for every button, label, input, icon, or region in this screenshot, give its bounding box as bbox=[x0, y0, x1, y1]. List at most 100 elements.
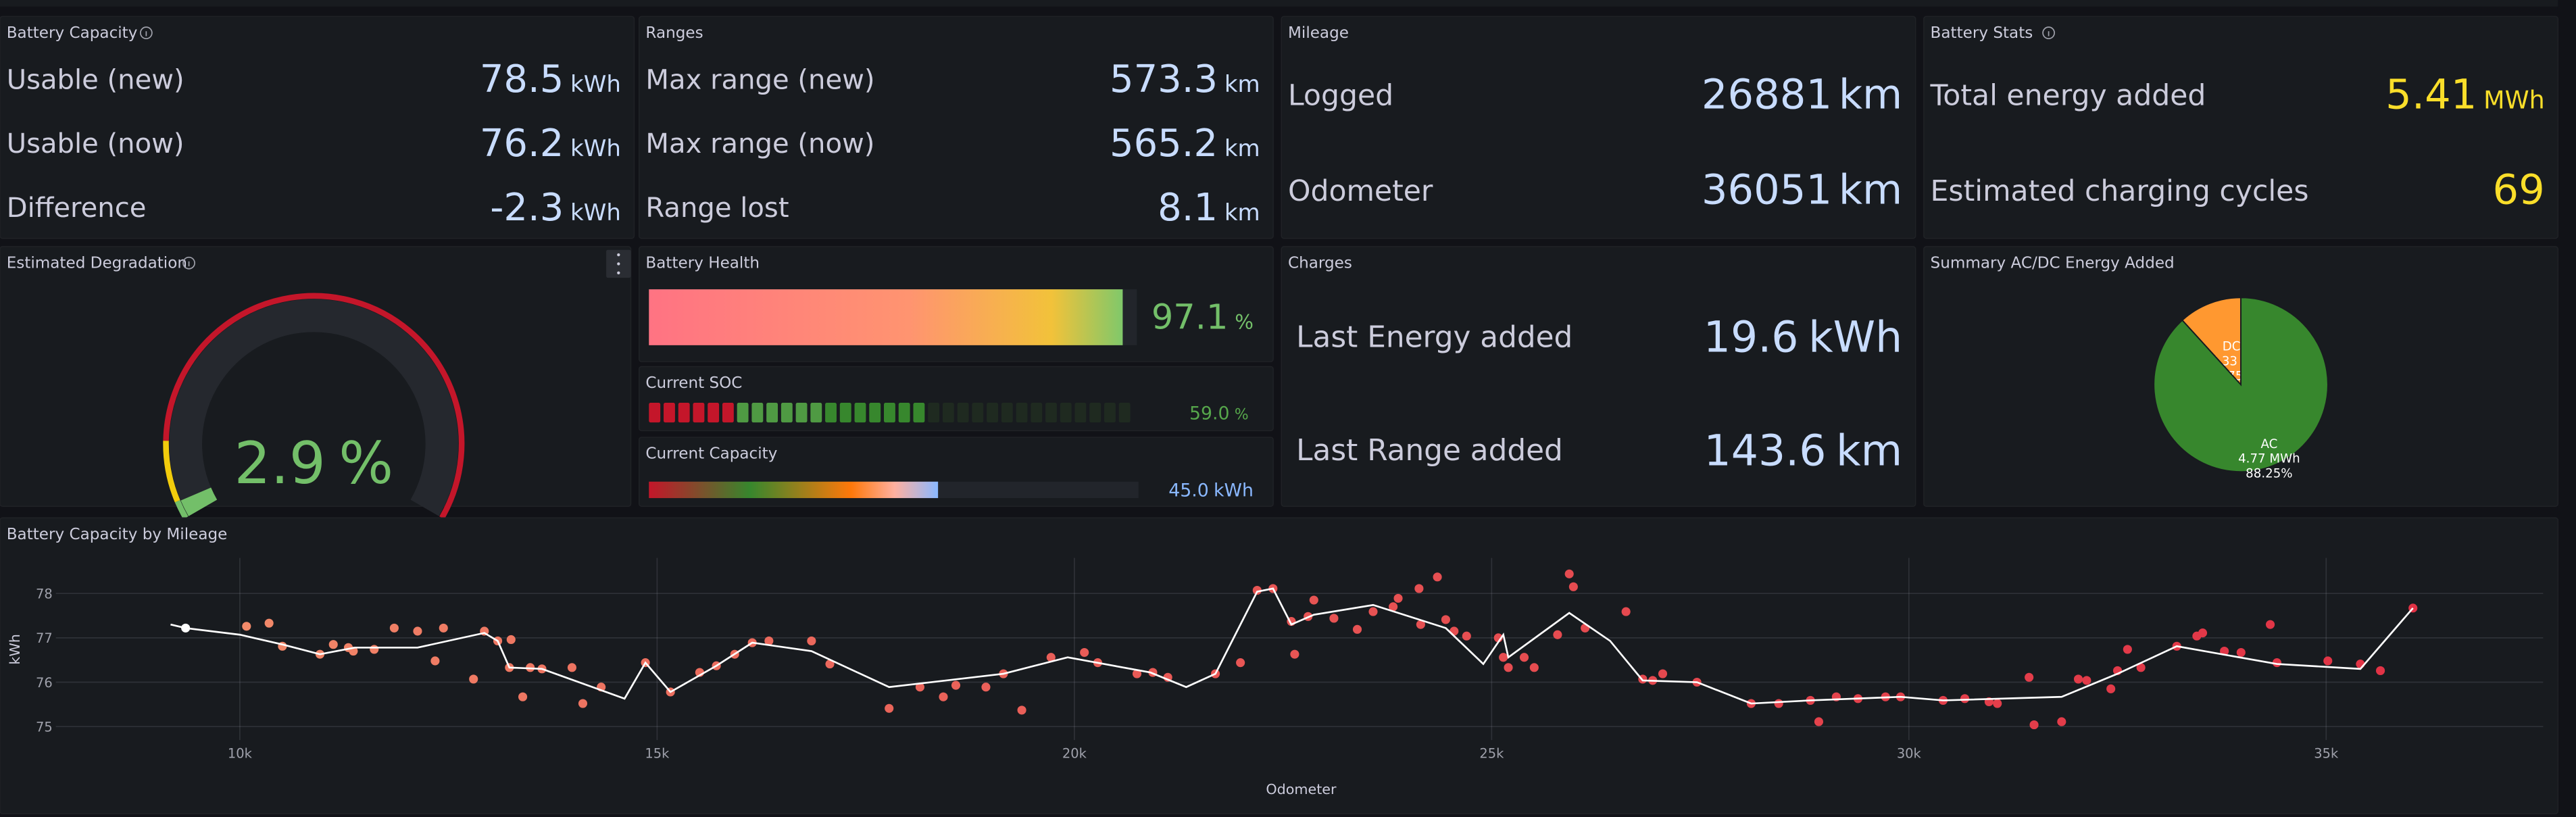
soc-segment bbox=[1016, 402, 1028, 423]
data-point bbox=[567, 663, 577, 672]
data-point bbox=[1499, 653, 1508, 662]
line-start-point bbox=[181, 623, 191, 633]
soc-segment bbox=[678, 402, 690, 423]
data-point bbox=[439, 623, 448, 633]
data-point bbox=[2106, 684, 2116, 693]
stat-number: 69 bbox=[2492, 167, 2544, 214]
data-point bbox=[1236, 658, 1245, 668]
data-point bbox=[1621, 607, 1631, 616]
soc-segment bbox=[810, 402, 822, 423]
data-point bbox=[1352, 624, 1362, 634]
x-tick-label: 25k bbox=[1479, 745, 1504, 761]
stat-value: 8.1 km bbox=[1158, 186, 1260, 230]
soc-segment bbox=[884, 402, 895, 423]
soc-segment bbox=[1001, 402, 1013, 423]
x-tick-label: 35k bbox=[2314, 745, 2339, 761]
panel bbox=[638, 16, 1274, 239]
panel bbox=[1281, 246, 1916, 507]
gauge-threshold bbox=[163, 293, 465, 520]
charge-value: 143.6 km bbox=[1704, 425, 1903, 475]
data-point bbox=[1309, 595, 1318, 605]
x-tick-label: 15k bbox=[645, 745, 670, 761]
data-point bbox=[807, 636, 816, 646]
stat-unit: MWh bbox=[2483, 86, 2545, 115]
data-point bbox=[2323, 656, 2333, 666]
soc-bar bbox=[649, 402, 1131, 423]
stat-value: 565.2 km bbox=[1110, 122, 1260, 166]
data-point bbox=[1080, 647, 1089, 658]
y-tick-label: 78 bbox=[36, 586, 53, 601]
panel bbox=[1281, 16, 1916, 239]
data-point bbox=[1252, 586, 1262, 595]
soc-segment bbox=[898, 402, 910, 423]
charge-number: 143.6 bbox=[1704, 425, 1827, 475]
soc-segment bbox=[972, 402, 984, 423]
gauge-track bbox=[169, 299, 459, 516]
top-strip bbox=[0, 0, 2558, 7]
stat-value: 573.3 km bbox=[1110, 57, 1260, 101]
charge-unit: km bbox=[1836, 425, 1902, 475]
stat-value: 76.2 kWh bbox=[480, 122, 621, 166]
y-tick-label: 75 bbox=[36, 719, 53, 735]
data-point bbox=[951, 680, 961, 690]
info-icon bbox=[182, 256, 195, 270]
data-point bbox=[2025, 672, 2034, 682]
data-point bbox=[264, 618, 274, 628]
data-point bbox=[1290, 649, 1299, 659]
gauge-label: 2.9% bbox=[234, 430, 394, 497]
panel-title: Ranges bbox=[645, 24, 703, 42]
data-point bbox=[389, 623, 399, 633]
stat-unit: kWh bbox=[570, 71, 621, 98]
data-point bbox=[1389, 602, 1398, 612]
data-point bbox=[2198, 628, 2208, 638]
stat-number: -2.3 bbox=[490, 186, 564, 230]
data-point bbox=[2265, 620, 2275, 629]
stat-value: 69 bbox=[2492, 167, 2544, 214]
capacity-number: 45.0 bbox=[1168, 480, 1209, 501]
soc-segment bbox=[942, 402, 954, 423]
soc-segment bbox=[737, 402, 749, 423]
health-number: 97.1 bbox=[1151, 298, 1229, 338]
soc-segment bbox=[1031, 402, 1043, 423]
stat-number: 36051 bbox=[1702, 167, 1832, 214]
data-point bbox=[2073, 674, 2083, 684]
data-point bbox=[413, 626, 422, 636]
stat-unit: km bbox=[1224, 199, 1260, 226]
soc-segment bbox=[722, 402, 734, 423]
stat-number: 565.2 bbox=[1110, 122, 1218, 166]
soc-segment bbox=[649, 402, 661, 423]
data-point bbox=[939, 692, 948, 701]
stat-label: Max range (now) bbox=[645, 128, 874, 159]
stat-unit: km bbox=[1224, 135, 1260, 162]
data-point bbox=[1414, 584, 1424, 593]
data-point bbox=[1519, 653, 1529, 662]
data-point bbox=[370, 645, 379, 654]
data-point bbox=[1960, 694, 1970, 703]
soc-segment bbox=[766, 402, 778, 423]
data-point bbox=[1529, 663, 1539, 672]
charge-label: Last Range added bbox=[1296, 433, 1563, 468]
soc-segment bbox=[928, 402, 940, 423]
soc-segment bbox=[1074, 402, 1087, 423]
data-point bbox=[1329, 614, 1339, 623]
charge-value: 19.6 kWh bbox=[1704, 312, 1902, 362]
stat-label: Usable (new) bbox=[7, 64, 184, 95]
stat-unit: km bbox=[1839, 167, 1902, 214]
stat-unit: kWh bbox=[570, 199, 621, 226]
soc-segment bbox=[795, 402, 808, 423]
menu-dot bbox=[617, 262, 620, 266]
data-point bbox=[506, 635, 516, 645]
stat-label: Odometer bbox=[1288, 175, 1433, 208]
data-point bbox=[1553, 630, 1562, 639]
soc-unit: % bbox=[1235, 406, 1249, 423]
gauge-threshold bbox=[163, 441, 180, 503]
data-point bbox=[1046, 653, 1056, 662]
data-point bbox=[2236, 647, 2246, 658]
y-tick-label: 76 bbox=[36, 675, 53, 691]
soc-segment bbox=[1118, 402, 1131, 423]
capacity-label: 45.0 kWh bbox=[1168, 480, 1254, 501]
stat-label: Usable (now) bbox=[7, 128, 184, 159]
data-point bbox=[1658, 669, 1668, 678]
x-tick-label: 10k bbox=[228, 745, 253, 761]
